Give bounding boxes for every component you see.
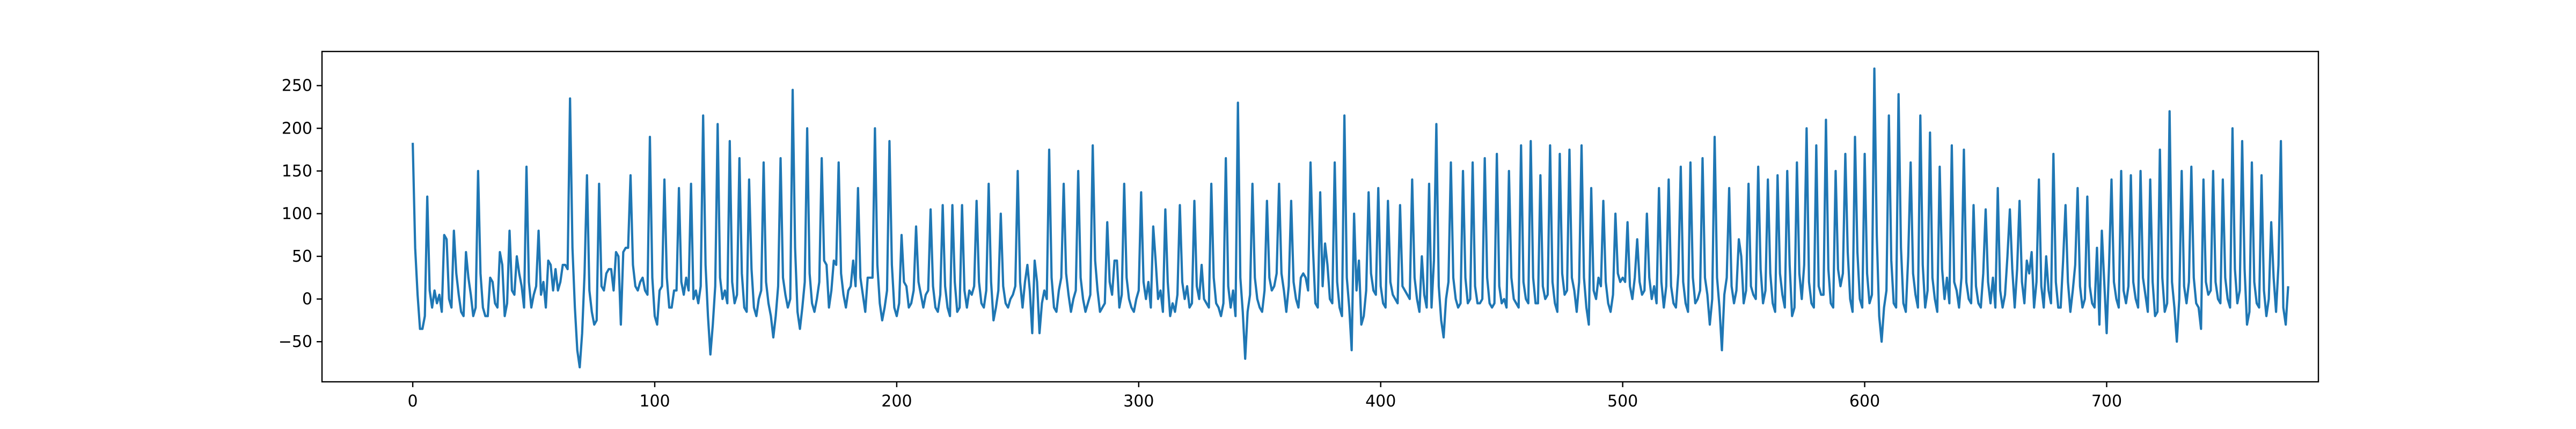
x-tick-label: 200 — [881, 392, 912, 411]
plot-frame — [321, 50, 2319, 383]
x-axis: 0 100 200 300 400 500 600 700 — [408, 382, 2122, 411]
x-tick-label: 300 — [1123, 392, 1154, 411]
y-tick-label: −50 — [279, 332, 312, 351]
y-tick-label: 50 — [292, 247, 312, 266]
x-tick-label: 400 — [1365, 392, 1396, 411]
y-axis: −50 0 50 100 150 200 250 — [279, 77, 322, 351]
y-tick-label: 100 — [282, 204, 312, 223]
x-tick-label: 700 — [2091, 392, 2122, 411]
x-tick-label: 0 — [408, 392, 418, 411]
y-tick-label: 0 — [302, 290, 312, 309]
y-tick-label: 200 — [282, 119, 312, 138]
y-tick-label: 150 — [282, 162, 312, 181]
x-tick-label: 500 — [1607, 392, 1638, 411]
series-line — [411, 67, 2289, 369]
x-tick-label: 100 — [639, 392, 670, 411]
x-tick-label: 600 — [1849, 392, 1880, 411]
y-tick-label: 250 — [282, 77, 312, 95]
